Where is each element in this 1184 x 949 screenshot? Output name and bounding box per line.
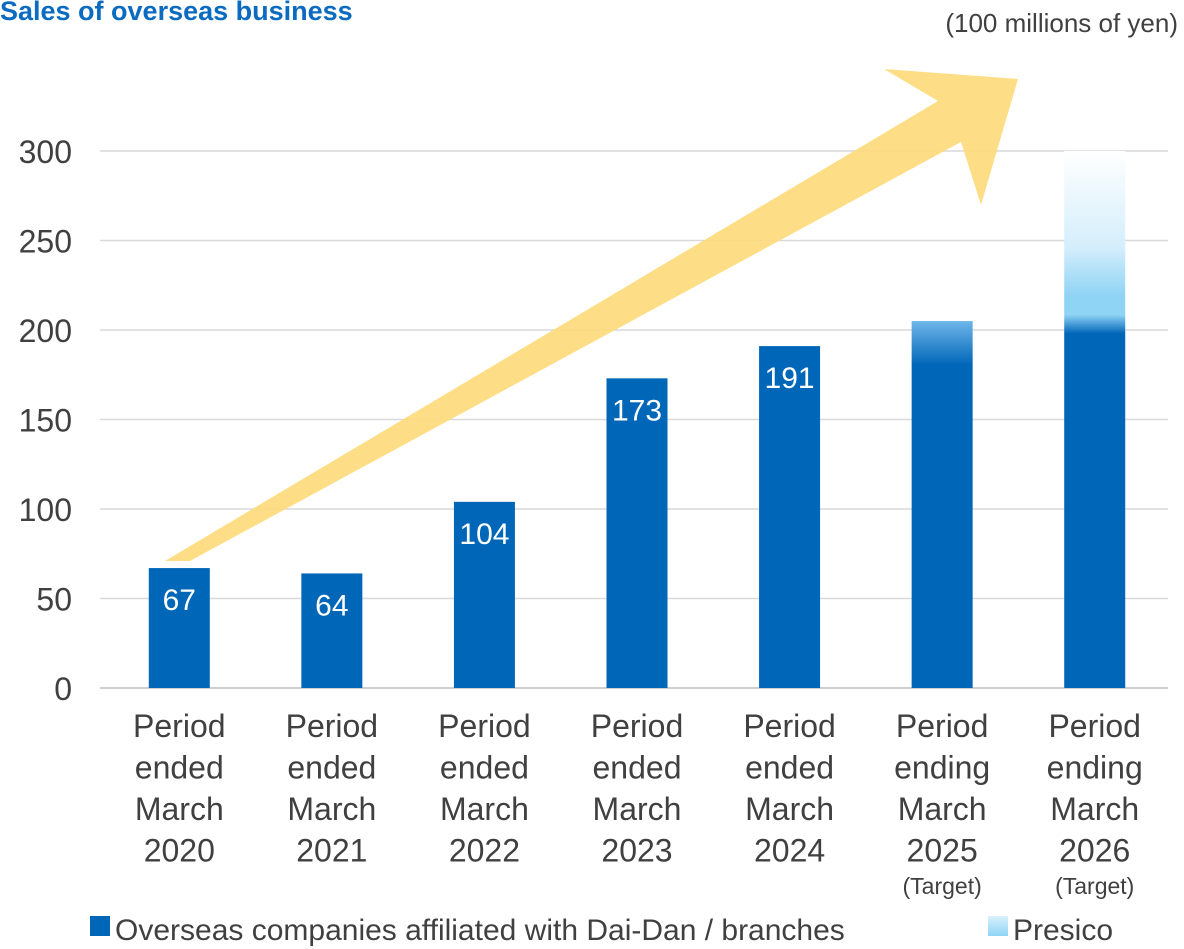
x-tick-label: March [593, 791, 682, 827]
x-tick-label: March [745, 791, 834, 827]
x-tick-label: Period [286, 708, 379, 744]
legend: Overseas companies affiliated with Dai-D… [90, 914, 1113, 947]
x-tick-label: 2026 [1059, 833, 1130, 869]
x-tick-label: 2023 [601, 833, 672, 869]
bar [606, 378, 668, 688]
y-tick-label: 200 [19, 313, 72, 349]
bar [911, 321, 973, 688]
data-label: 67 [163, 584, 196, 617]
x-tick-label: March [898, 791, 987, 827]
x-tick-label: March [287, 791, 376, 827]
x-tick-note: (Target) [1055, 873, 1134, 899]
bar [1064, 151, 1126, 688]
y-axis-ticks: 0 50 100 150 200 250 300 [19, 134, 72, 707]
x-tick-label: 2020 [144, 833, 215, 869]
x-tick-label: 2022 [449, 833, 520, 869]
x-tick-label: March [440, 791, 529, 827]
x-tick-label: ended [135, 750, 224, 786]
y-tick-label: 300 [19, 134, 72, 170]
y-tick-label: 150 [19, 403, 72, 439]
trend-arrow [165, 69, 1018, 561]
chart-title: Sales of overseas business [0, 0, 353, 26]
x-tick-label: 2025 [907, 833, 978, 869]
x-tick-label: 2024 [754, 833, 825, 869]
legend-swatch-presico [988, 916, 1008, 936]
x-tick-label: ending [894, 750, 990, 786]
x-tick-label: ended [440, 750, 529, 786]
bar [453, 501, 515, 688]
x-tick-label: ended [745, 750, 834, 786]
x-tick-label: Period [438, 708, 531, 744]
y-tick-label: 250 [19, 224, 72, 260]
unit-label: (100 millions of yen) [945, 8, 1178, 38]
legend-label-overseas: Overseas companies affiliated with Dai-D… [115, 914, 845, 947]
x-tick-label: ending [1047, 750, 1143, 786]
bar [759, 346, 821, 688]
data-label: 104 [459, 518, 509, 551]
bars [148, 151, 1126, 688]
x-tick-label: Period [133, 708, 226, 744]
bar [148, 568, 210, 688]
x-tick-label: March [1050, 791, 1139, 827]
x-tick-label: ended [593, 750, 682, 786]
data-label: 191 [765, 362, 815, 395]
x-tick-label: Period [743, 708, 836, 744]
x-tick-label: ended [287, 750, 376, 786]
x-tick-label: Period [591, 708, 684, 744]
x-tick-label: Period [896, 708, 989, 744]
x-tick-label: Period [1048, 708, 1141, 744]
x-axis-ticks: Period ended March 2020 Period ended March 2021… [133, 708, 1143, 899]
x-tick-label: March [135, 791, 224, 827]
data-label: 173 [612, 394, 662, 427]
data-label: 64 [315, 589, 348, 622]
legend-swatch-overseas [90, 916, 110, 936]
x-tick-note: (Target) [903, 873, 982, 899]
y-tick-label: 100 [19, 492, 72, 528]
x-tick-label: 2021 [296, 833, 367, 869]
data-labels: 67 64 104 173 191 [163, 362, 815, 622]
y-tick-label: 0 [54, 671, 72, 707]
bar [301, 573, 363, 688]
y-tick-label: 50 [36, 582, 72, 618]
legend-label-presico: Presico [1013, 914, 1113, 947]
